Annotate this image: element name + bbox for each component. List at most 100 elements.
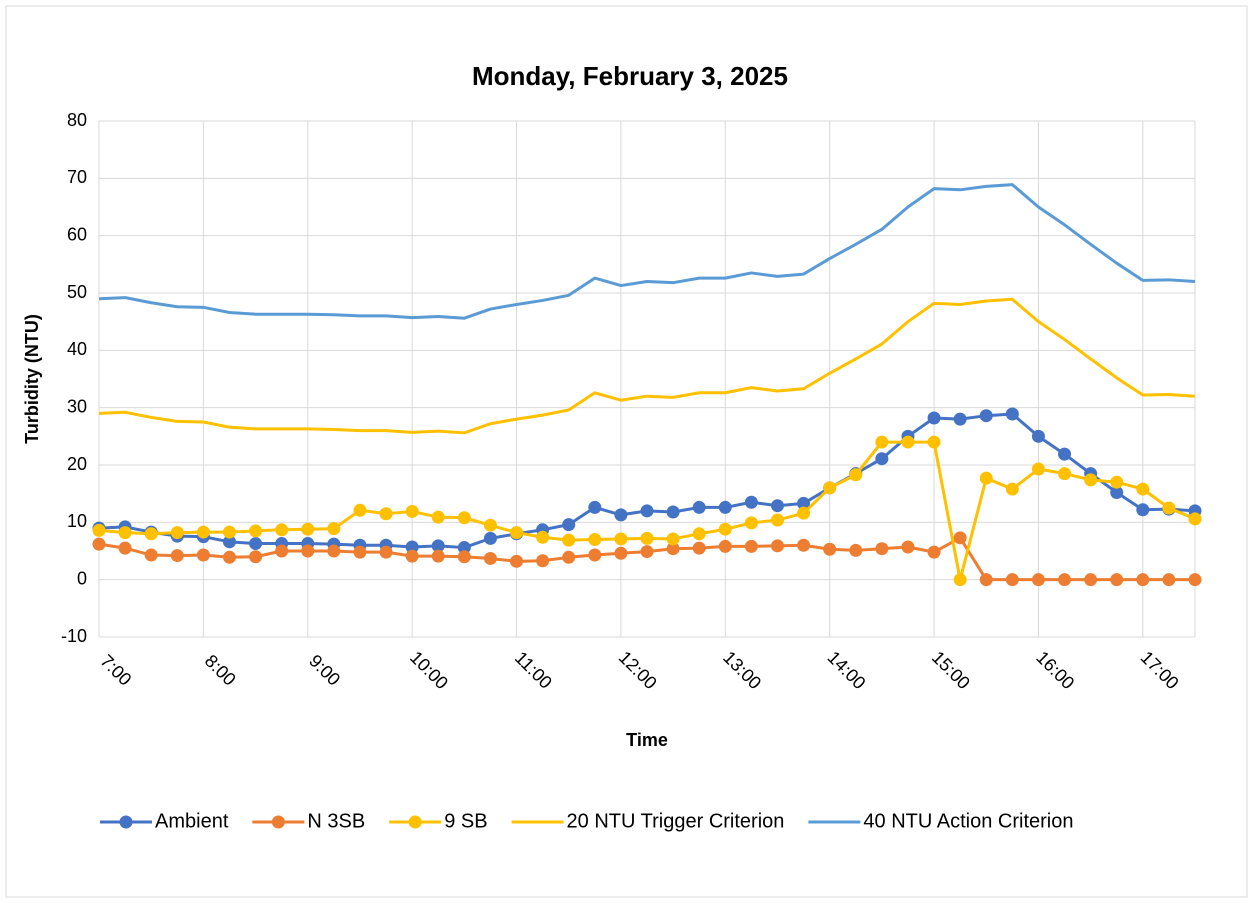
data-point bbox=[666, 542, 680, 556]
data-point bbox=[640, 531, 654, 545]
y-tick-label: 50 bbox=[67, 282, 87, 302]
data-point bbox=[1136, 573, 1150, 587]
legend-label: N 3SB bbox=[307, 810, 365, 832]
data-point bbox=[327, 522, 341, 536]
data-point bbox=[1110, 573, 1124, 587]
y-tick-label: 80 bbox=[67, 110, 87, 130]
data-point bbox=[770, 539, 784, 553]
data-point bbox=[275, 523, 289, 537]
data-point bbox=[744, 495, 758, 509]
data-point bbox=[979, 471, 993, 485]
data-point bbox=[927, 435, 941, 449]
data-point bbox=[92, 523, 106, 537]
data-point bbox=[170, 549, 184, 563]
legend: Ambient N 3SB 9 SB 20 NTU Trigger Criterion… bbox=[100, 810, 1073, 832]
y-tick-label: -10 bbox=[61, 626, 87, 646]
data-point bbox=[327, 544, 341, 558]
data-point bbox=[849, 543, 863, 557]
data-point bbox=[249, 550, 263, 564]
data-point bbox=[718, 539, 732, 553]
data-point bbox=[562, 518, 576, 532]
data-point bbox=[797, 538, 811, 552]
data-point bbox=[1188, 512, 1202, 526]
data-point bbox=[1031, 573, 1045, 587]
data-point bbox=[849, 468, 863, 482]
data-point bbox=[1110, 475, 1124, 489]
data-point bbox=[1136, 482, 1150, 496]
y-tick-label: 0 bbox=[77, 568, 87, 588]
data-point bbox=[823, 542, 837, 556]
data-point bbox=[927, 545, 941, 559]
data-point bbox=[901, 435, 915, 449]
data-point bbox=[718, 500, 732, 514]
plot-area bbox=[92, 183, 1202, 587]
data-point bbox=[666, 532, 680, 546]
data-point bbox=[901, 540, 915, 554]
data-point bbox=[1188, 573, 1202, 587]
data-point bbox=[588, 533, 602, 547]
data-point bbox=[405, 504, 419, 518]
data-point bbox=[1005, 407, 1019, 421]
data-point bbox=[692, 527, 706, 541]
data-point bbox=[196, 548, 210, 562]
data-point bbox=[1058, 467, 1072, 481]
data-point bbox=[483, 531, 497, 545]
data-point bbox=[222, 550, 236, 564]
data-point bbox=[457, 511, 471, 525]
data-point bbox=[875, 452, 889, 466]
data-point bbox=[562, 533, 576, 547]
data-point bbox=[1058, 447, 1072, 461]
data-point bbox=[431, 549, 445, 563]
data-point bbox=[222, 525, 236, 539]
data-point bbox=[483, 518, 497, 532]
data-point bbox=[823, 481, 837, 495]
data-point bbox=[301, 544, 315, 558]
data-point bbox=[1005, 482, 1019, 496]
data-point bbox=[797, 506, 811, 520]
legend-marker bbox=[271, 815, 285, 829]
y-tick-label: 40 bbox=[67, 339, 87, 359]
chart-border bbox=[5, 5, 1248, 898]
data-point bbox=[536, 554, 550, 568]
data-point bbox=[875, 435, 889, 449]
legend-marker bbox=[119, 815, 133, 829]
data-point bbox=[875, 542, 889, 556]
data-point bbox=[953, 531, 967, 545]
data-point bbox=[1031, 462, 1045, 476]
data-point bbox=[457, 541, 471, 555]
data-point bbox=[431, 539, 445, 553]
data-point bbox=[118, 541, 132, 555]
data-point bbox=[301, 522, 315, 536]
data-point bbox=[457, 550, 471, 564]
chart-title: Monday, February 3, 2025 bbox=[472, 61, 788, 91]
data-point bbox=[405, 549, 419, 563]
data-point bbox=[640, 504, 654, 518]
data-point bbox=[405, 540, 419, 554]
data-point bbox=[144, 527, 158, 541]
data-point bbox=[1136, 503, 1150, 517]
data-point bbox=[144, 548, 158, 562]
y-tick-label: 20 bbox=[67, 454, 87, 474]
data-point bbox=[718, 522, 732, 536]
series-line bbox=[98, 297, 1196, 435]
data-point bbox=[927, 411, 941, 425]
data-point bbox=[770, 499, 784, 513]
data-point bbox=[1084, 573, 1098, 587]
data-point bbox=[1162, 501, 1176, 515]
data-point bbox=[979, 573, 993, 587]
data-point bbox=[770, 513, 784, 527]
data-point bbox=[588, 548, 602, 562]
legend-label: Ambient bbox=[155, 810, 229, 832]
data-point bbox=[640, 545, 654, 559]
data-point bbox=[431, 510, 445, 524]
data-point bbox=[744, 516, 758, 530]
x-axis-label: Time bbox=[626, 730, 668, 750]
data-point bbox=[92, 537, 106, 551]
data-point bbox=[1031, 429, 1045, 443]
data-point bbox=[536, 530, 550, 544]
data-point bbox=[692, 500, 706, 514]
y-axis-label: Turbidity (NTU) bbox=[22, 314, 42, 444]
data-point bbox=[1162, 573, 1176, 587]
